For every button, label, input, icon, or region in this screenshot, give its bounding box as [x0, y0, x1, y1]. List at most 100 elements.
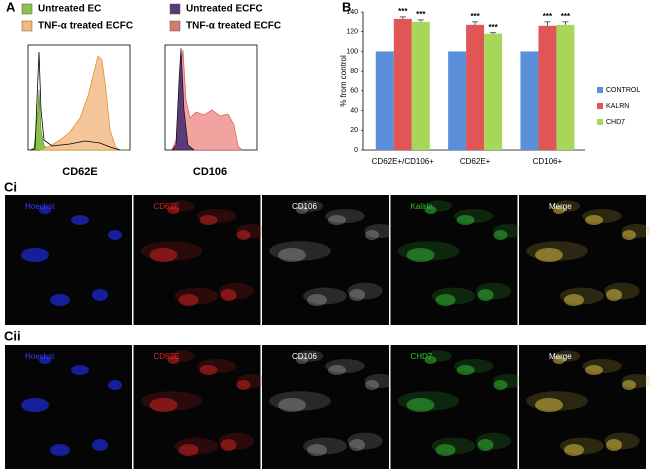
cell-body — [582, 209, 622, 223]
cell — [220, 439, 237, 451]
cell — [21, 248, 49, 262]
cell — [424, 356, 437, 364]
cell-body — [364, 224, 396, 238]
channel-label: Merge — [549, 352, 572, 361]
panel-label: A — [6, 0, 16, 14]
cell-body — [218, 432, 255, 450]
cell — [406, 398, 435, 412]
y-tick-label: 20 — [350, 127, 358, 134]
cell — [622, 380, 636, 390]
cell — [424, 206, 437, 214]
cell — [149, 398, 178, 412]
cell — [585, 215, 603, 225]
legend-label: Untreated ECFC — [186, 4, 263, 15]
legend-swatch — [597, 119, 603, 125]
legend-swatch — [21, 3, 33, 15]
cell — [50, 294, 70, 306]
channel-label: CD62E — [154, 352, 180, 361]
significance: *** — [470, 12, 480, 21]
micrograph — [133, 195, 261, 325]
significance: *** — [488, 23, 498, 32]
cell — [477, 289, 494, 301]
cell — [220, 289, 237, 301]
bar — [556, 24, 575, 150]
cell-body — [347, 432, 383, 450]
cell-body — [347, 282, 383, 300]
cell — [307, 294, 327, 306]
cell-body — [325, 359, 365, 373]
cell-body — [431, 287, 476, 305]
cell — [296, 356, 308, 364]
y-tick-label: 80 — [350, 68, 358, 75]
cell-body — [493, 374, 524, 388]
cell-body — [236, 224, 267, 238]
cell-body — [475, 282, 512, 300]
legend-swatch — [169, 3, 181, 15]
channel-label: Kalirin — [411, 202, 433, 211]
x-tick-label: CD62E+/CD106+ — [372, 157, 435, 166]
cell — [365, 230, 379, 240]
cell — [167, 206, 180, 214]
cell — [50, 444, 70, 456]
cell-body — [174, 437, 219, 455]
channel-label: Hoechst — [25, 352, 55, 361]
micrograph — [5, 195, 132, 325]
cell-body — [425, 200, 452, 212]
cell-body — [453, 359, 494, 373]
cell-body — [174, 287, 219, 305]
cell — [71, 365, 89, 375]
legend-swatch — [21, 20, 33, 32]
cell — [199, 215, 218, 225]
cell — [456, 215, 475, 225]
cell — [535, 398, 563, 412]
legend-label: CHD7 — [606, 119, 625, 126]
significance: *** — [416, 10, 426, 19]
cell — [21, 398, 49, 412]
cell — [236, 380, 251, 390]
cell — [553, 206, 565, 214]
legend-label: CONTROL — [606, 87, 640, 94]
axis-label: CD106 — [193, 166, 227, 178]
micrograph — [262, 195, 389, 325]
cell — [178, 294, 199, 306]
cell-body — [168, 350, 195, 362]
cell — [278, 398, 306, 412]
panel-label: B — [342, 0, 351, 14]
legend-label: Untreated EC — [38, 4, 101, 15]
cell — [585, 365, 603, 375]
cell-body — [296, 350, 324, 362]
cell-body — [582, 359, 622, 373]
channel-label: Hoechst — [25, 202, 55, 211]
cell — [564, 294, 584, 306]
cell — [406, 248, 435, 262]
x-tick-label: CD62E+ — [460, 157, 491, 166]
cell — [365, 380, 379, 390]
cell — [199, 365, 218, 375]
bar — [520, 51, 539, 150]
significance: *** — [561, 12, 571, 21]
micrograph — [262, 345, 389, 469]
cell — [92, 289, 108, 301]
micrograph — [390, 195, 518, 325]
channel-label: Merge — [549, 202, 572, 211]
cell — [349, 439, 365, 451]
cell-body — [621, 374, 650, 388]
cell-body — [196, 209, 237, 223]
cell — [108, 380, 122, 390]
cell-body — [168, 200, 195, 212]
bar — [411, 21, 430, 150]
cell — [622, 230, 636, 240]
cell-body — [269, 391, 331, 411]
cell-body — [526, 391, 588, 411]
cell — [456, 365, 475, 375]
y-tick-label: 0 — [354, 147, 358, 154]
panel-label: Cii — [4, 328, 21, 343]
cell — [564, 444, 584, 456]
y-tick-label: 40 — [350, 107, 358, 114]
cell — [149, 248, 178, 262]
panel-label: Ci — [4, 179, 17, 194]
cell-body — [431, 437, 476, 455]
x-tick-label: CD106+ — [533, 157, 563, 166]
cell — [296, 206, 308, 214]
cell — [535, 248, 563, 262]
